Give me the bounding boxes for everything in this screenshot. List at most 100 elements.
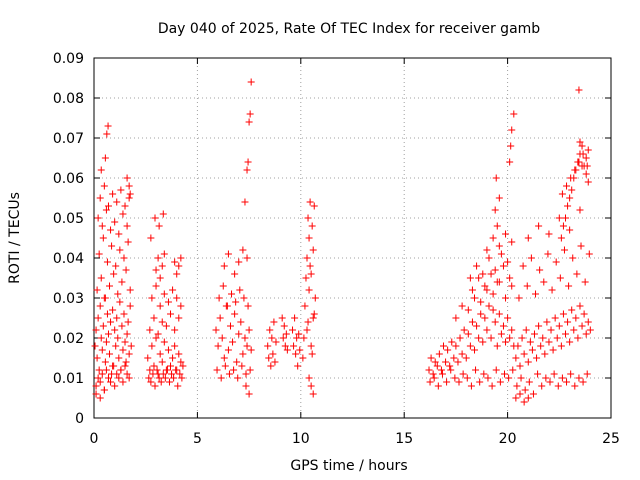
data-point <box>455 378 463 386</box>
data-point <box>121 202 129 210</box>
data-point <box>118 322 126 330</box>
data-point <box>472 366 480 374</box>
data-point <box>159 210 167 218</box>
data-point <box>296 346 304 354</box>
data-point <box>475 334 483 342</box>
data-point <box>497 250 505 258</box>
data-point <box>272 338 280 346</box>
data-point <box>499 322 507 330</box>
data-point <box>218 334 226 342</box>
data-point <box>146 326 154 334</box>
data-point <box>582 170 590 178</box>
data-point <box>160 338 168 346</box>
data-point <box>564 202 572 210</box>
data-point <box>576 138 584 146</box>
data-point <box>578 322 586 330</box>
data-point <box>443 378 451 386</box>
data-point <box>171 258 179 266</box>
data-point <box>579 378 587 386</box>
data-point <box>239 246 247 254</box>
data-point <box>306 198 314 206</box>
y-tick-label: 0.06 <box>53 171 84 187</box>
data-point <box>98 370 106 378</box>
data-point <box>109 190 117 198</box>
data-point <box>125 374 133 382</box>
data-point <box>152 266 160 274</box>
data-point <box>216 314 224 322</box>
data-point <box>291 314 299 322</box>
data-point <box>536 266 544 274</box>
data-point <box>483 246 491 254</box>
data-point <box>452 314 460 322</box>
data-point <box>558 374 566 382</box>
data-point <box>123 174 131 182</box>
data-point <box>213 366 221 374</box>
data-point <box>124 238 132 246</box>
data-point <box>572 314 580 322</box>
data-point <box>271 358 279 366</box>
data-point <box>144 354 152 362</box>
data-point <box>179 362 187 370</box>
data-point <box>109 362 117 370</box>
data-point <box>109 306 117 314</box>
x-axis-label: GPS time / hours <box>290 458 407 474</box>
data-point <box>430 374 438 382</box>
data-point <box>278 314 286 322</box>
data-point <box>519 262 527 270</box>
data-point <box>294 362 302 370</box>
data-point <box>497 330 505 338</box>
data-point <box>462 354 470 362</box>
data-point <box>468 318 476 326</box>
data-point <box>94 214 102 222</box>
data-point <box>159 370 167 378</box>
data-point <box>540 278 548 286</box>
data-point <box>155 222 163 230</box>
data-point <box>431 358 439 366</box>
data-point <box>425 366 433 374</box>
data-point <box>508 126 516 134</box>
data-point <box>104 374 112 382</box>
data-point <box>245 390 253 398</box>
data-point <box>427 354 435 362</box>
data-point <box>473 322 481 330</box>
data-point <box>523 282 531 290</box>
data-point <box>154 254 162 262</box>
data-point <box>573 270 581 278</box>
data-point <box>548 286 556 294</box>
data-point <box>309 246 317 254</box>
data-point <box>560 246 568 254</box>
data-point <box>96 378 104 386</box>
data-point <box>487 270 495 278</box>
data-point <box>559 222 567 230</box>
data-point <box>446 362 454 370</box>
data-point <box>448 338 456 346</box>
data-point <box>125 194 133 202</box>
data-point <box>235 258 243 266</box>
data-point <box>305 286 313 294</box>
data-point <box>119 346 127 354</box>
data-point <box>571 166 579 174</box>
data-point <box>495 242 503 250</box>
data-point <box>575 86 583 94</box>
data-point <box>177 302 185 310</box>
data-point <box>493 342 501 350</box>
data-point <box>246 110 254 118</box>
data-point <box>558 190 566 198</box>
data-point <box>528 346 536 354</box>
data-point <box>239 350 247 358</box>
data-point <box>242 370 250 378</box>
data-point <box>116 298 124 306</box>
data-point <box>147 378 155 386</box>
data-point <box>512 354 520 362</box>
data-point <box>114 334 122 342</box>
data-point <box>220 262 228 270</box>
data-point <box>290 342 298 350</box>
data-point <box>94 314 102 322</box>
data-point <box>481 314 489 322</box>
data-point <box>240 294 248 302</box>
data-point <box>499 262 507 270</box>
data-point <box>303 254 311 262</box>
data-point <box>126 302 134 310</box>
data-point <box>555 322 563 330</box>
data-point <box>212 326 220 334</box>
